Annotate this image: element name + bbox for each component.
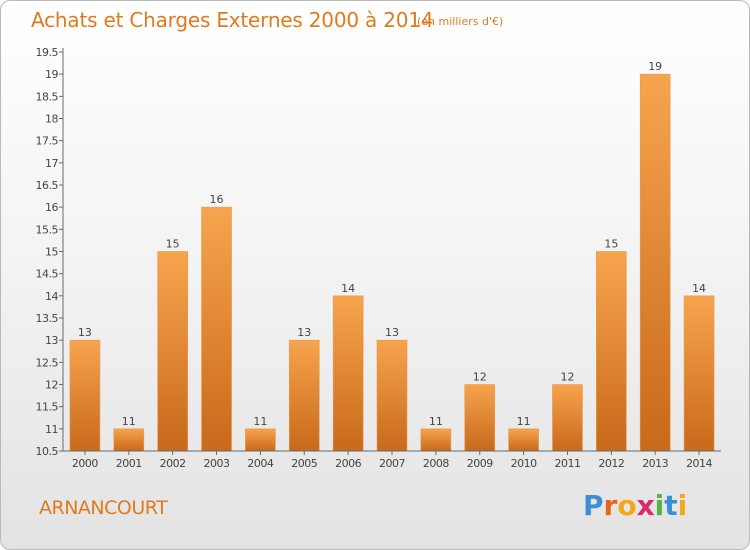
y-tick-label: 14 [45, 290, 58, 303]
logo-letter: i [654, 489, 665, 522]
bar-value-label: 13 [297, 326, 311, 339]
bar-value-label: 12 [473, 371, 487, 384]
bar-value-label: 19 [648, 60, 662, 73]
x-tick-label: 2012 [598, 457, 624, 470]
x-tick-label: 2004 [247, 457, 273, 470]
bar [376, 339, 408, 452]
y-tick-label: 18.5 [36, 90, 59, 103]
x-tick-label: 2005 [291, 457, 317, 470]
y-tick-label: 12 [45, 379, 58, 392]
y-tick-label: 19.5 [36, 46, 59, 59]
y-tick-label: 10.5 [36, 445, 59, 458]
x-tick-label: 2009 [467, 457, 493, 470]
bar [69, 339, 101, 452]
logo-letter: P [583, 489, 604, 522]
bar-value-label: 13 [78, 326, 92, 339]
bar-value-label: 15 [166, 238, 180, 251]
logo-letter: o [617, 489, 637, 522]
y-tick-label: 11.5 [36, 401, 59, 414]
y-tick-label: 17 [45, 157, 58, 170]
y-tick-label: 15 [45, 246, 58, 259]
bar-value-label: 11 [429, 415, 443, 428]
bar [464, 384, 496, 452]
y-tick-label: 14.5 [36, 268, 59, 281]
proxiti-logo[interactable]: Proxiti [583, 489, 687, 522]
y-tick-label: 19 [45, 68, 58, 81]
x-tick-label: 2003 [204, 457, 230, 470]
x-tick-label: 2006 [335, 457, 361, 470]
bar-value-label: 11 [122, 415, 136, 428]
bar [639, 73, 671, 452]
chart-title: Achats et Charges Externes 2000 à 2014 [31, 8, 434, 32]
bar-value-label: 16 [210, 193, 224, 206]
bar [157, 251, 188, 452]
x-tick-label: 2011 [554, 457, 580, 470]
bar-value-label: 15 [604, 238, 618, 251]
chart-subtitle: (en milliers d'€) [417, 15, 504, 28]
x-tick-label: 2002 [160, 457, 186, 470]
bar-value-label: 13 [385, 326, 399, 339]
bar-value-label: 11 [253, 415, 267, 428]
y-tick-label: 16.5 [36, 179, 59, 192]
y-tick-label: 13.5 [36, 312, 59, 325]
x-tick-label: 2000 [72, 457, 98, 470]
y-tick-label: 11 [45, 423, 58, 436]
y-tick-label: 15.5 [36, 223, 59, 236]
x-tick-label: 2001 [116, 457, 142, 470]
y-tick-label: 18 [45, 113, 58, 126]
bar-value-label: 11 [517, 415, 531, 428]
x-tick-label: 2007 [379, 457, 405, 470]
y-tick-label: 12.5 [36, 356, 59, 369]
x-axis: 2000 2001 2002 2003 2004 2005 2006 2007 2008 2009… [63, 450, 721, 470]
y-tick-label: 16 [45, 201, 58, 214]
bar [113, 428, 145, 452]
bar [332, 295, 364, 452]
x-tick-label: 2010 [511, 457, 537, 470]
bar [508, 428, 539, 452]
bar [596, 251, 627, 452]
bar-value-label: 14 [692, 282, 706, 295]
bar [245, 428, 276, 452]
logo-letter: i [677, 489, 688, 522]
bar [201, 206, 232, 452]
bar [288, 339, 320, 452]
x-tick-label: 2008 [423, 457, 449, 470]
x-tick-label: 2014 [686, 457, 712, 470]
y-tick-label: 13 [45, 334, 58, 347]
y-axis: 10.5 11 11.5 12 12.5 13 13.5 14 14.5 15 15.5 16 16.5… [36, 46, 64, 458]
y-tick-label: 17.5 [36, 135, 59, 148]
x-tick-label: 2013 [642, 457, 668, 470]
bar-value-label: 14 [341, 282, 355, 295]
logo-letter: t [664, 489, 678, 522]
logo-letter: r [603, 489, 618, 522]
bar [420, 428, 452, 452]
bar-value-label: 12 [560, 371, 574, 384]
commune-name: ARNANCOURT [39, 497, 168, 519]
bar [552, 384, 583, 452]
bar [683, 295, 715, 452]
bars: 13 11 15 16 11 13 14 13 11 12 11 12 15 19 14 [69, 60, 715, 452]
logo-letter: x [636, 489, 655, 522]
